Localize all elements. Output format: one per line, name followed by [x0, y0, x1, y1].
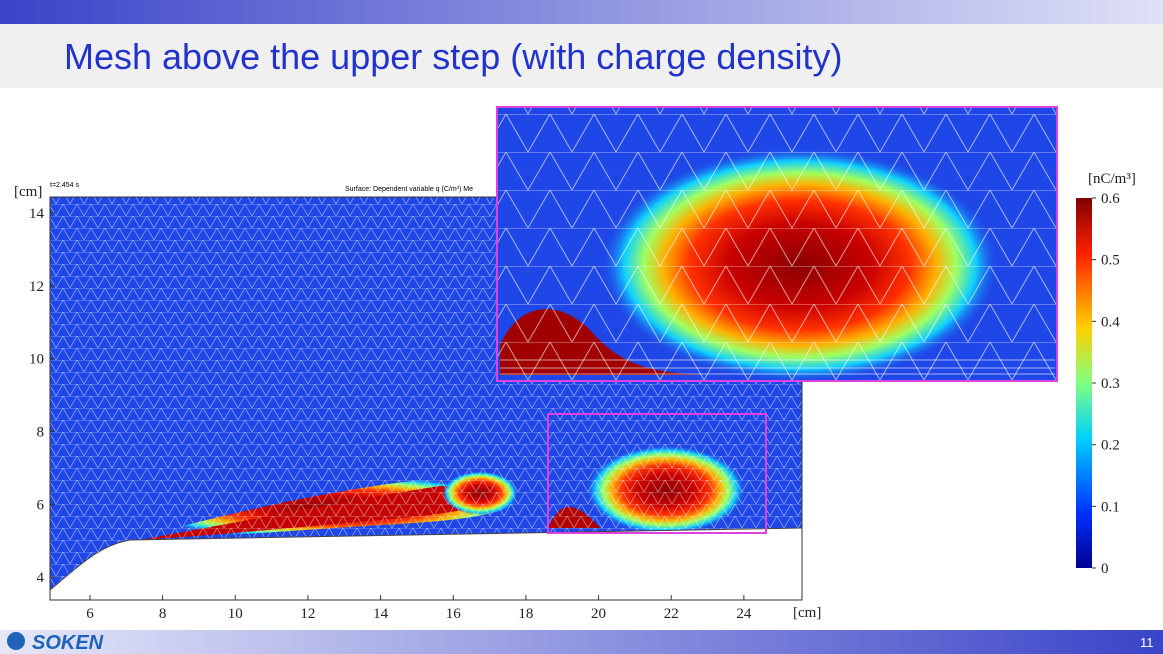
- x-tick-label: 8: [159, 606, 167, 622]
- y-unit: [cm]: [14, 184, 42, 200]
- y-tick-label: 10: [29, 352, 44, 368]
- y-tick-label: 6: [37, 497, 45, 513]
- x-tick-label: 16: [446, 606, 462, 622]
- x-tick-label: 14: [373, 606, 389, 622]
- colorbar-unit: [nC/m³]: [1088, 171, 1136, 187]
- x-unit: [cm]: [793, 605, 821, 621]
- y-tick-label: 12: [29, 279, 44, 295]
- colorbar: [1076, 198, 1092, 568]
- footer-band: [0, 630, 1163, 654]
- x-tick-label: 24: [736, 606, 752, 622]
- surface-label: Surface: Dependent variable q (C/m³) Me: [345, 186, 473, 193]
- colorbar-tick-label: 0.3: [1101, 376, 1120, 392]
- colorbar-tick-label: 0.6: [1101, 191, 1120, 207]
- colorbar-tick-label: 0.1: [1101, 499, 1120, 515]
- colorbar-tick-label: 0.2: [1101, 438, 1120, 454]
- x-tick-label: 22: [664, 606, 679, 622]
- page-number: 11: [1140, 635, 1154, 650]
- x-tick-label: 18: [518, 606, 533, 622]
- header-band: [0, 0, 1163, 24]
- x-tick-label: 10: [228, 606, 243, 622]
- y-tick-label: 8: [37, 424, 45, 440]
- inset: [496, 106, 1058, 383]
- colorbar-tick-label: 0.5: [1101, 253, 1120, 269]
- y-tick-label: 4: [37, 570, 45, 586]
- title: Mesh above the upper step (with charge d…: [64, 36, 842, 77]
- colorbar-tick-label: 0.4: [1101, 314, 1120, 330]
- title-bar: [0, 24, 1163, 88]
- x-tick-label: 6: [86, 606, 94, 622]
- time-label: t=2.454 s: [50, 182, 79, 189]
- logo: SOKEN: [32, 632, 104, 654]
- logo-icon: [7, 632, 25, 650]
- colorbar-tick-label: 0: [1101, 561, 1109, 577]
- x-tick-label: 12: [300, 606, 315, 622]
- y-tick-label: 14: [29, 206, 45, 222]
- x-tick-label: 20: [591, 606, 606, 622]
